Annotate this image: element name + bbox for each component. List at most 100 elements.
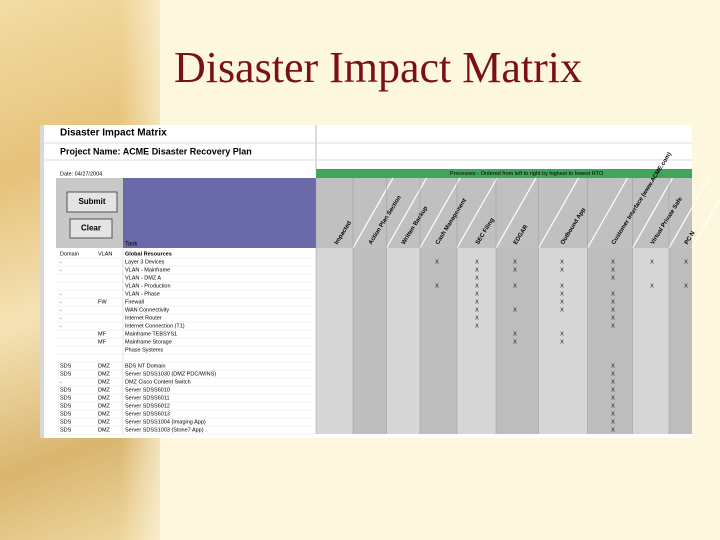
domain-cell: - — [60, 323, 62, 329]
vlan-cell: VLAN — [98, 251, 112, 257]
impact-mark: X — [611, 323, 615, 329]
task-cell: Layer 3 Devices — [125, 259, 165, 265]
task-cell: Server SDSS6013 — [125, 411, 170, 417]
clear-button-frame[interactable] — [69, 218, 113, 239]
sheet-title: Disaster Impact Matrix — [60, 128, 167, 139]
domain-cell: - — [60, 379, 62, 385]
impact-mark: X — [611, 427, 615, 433]
vlan-cell: FW — [98, 299, 107, 305]
column-shade — [669, 248, 692, 434]
column-shade — [353, 248, 387, 434]
task-cell: Server SDSS6011 — [125, 395, 170, 401]
impact-mark: X — [611, 363, 615, 369]
column-shade — [420, 248, 457, 434]
task-header-fill — [123, 178, 316, 248]
domain-cell: - — [60, 307, 62, 313]
task-cell: Server SDSS1004 (Imaging App) — [125, 419, 206, 425]
impact-mark: X — [475, 291, 479, 297]
impact-mark: X — [684, 259, 688, 265]
impact-mark: X — [475, 275, 479, 281]
header-slant — [691, 197, 720, 249]
project-name: Project Name: ACME Disaster Recovery Pla… — [60, 146, 252, 156]
header-slant — [419, 177, 461, 249]
task-cell: Server SDSS6012 — [125, 403, 170, 409]
column-shade — [496, 248, 539, 434]
impact-mark: X — [611, 395, 615, 401]
header-slant — [495, 177, 537, 249]
task-cell: Phase Systems — [125, 347, 163, 353]
slide-title: Disaster Impact Matrix — [173, 43, 583, 92]
task-cell: VLAN - Phase — [125, 291, 160, 297]
domain-cell: SDS — [60, 403, 72, 409]
domain-cell: SDS — [60, 427, 72, 433]
clear-button[interactable]: Clear — [69, 218, 113, 239]
task-cell: VLAN - DMZ A — [125, 275, 161, 281]
task-cell: Mainframe TEBSYS1 — [125, 331, 177, 337]
task-cell: Firewall — [125, 299, 144, 305]
task-cell: Global Resources — [125, 251, 172, 257]
processes-banner — [316, 169, 692, 178]
impact-mark: X — [611, 299, 615, 305]
task-cell: Internet Router — [125, 315, 162, 321]
vlan-cell: DMZ — [98, 363, 111, 369]
task-cell: DMZ Cisco Content Switch — [125, 379, 191, 385]
impact-mark: X — [475, 299, 479, 305]
impact-mark: X — [560, 283, 564, 289]
impact-mark: X — [611, 291, 615, 297]
vlan-cell: DMZ — [98, 427, 111, 433]
impact-mark: X — [475, 283, 479, 289]
header-slant — [668, 177, 710, 249]
impact-mark: X — [560, 267, 564, 273]
impact-mark: X — [611, 259, 615, 265]
header-slant — [586, 177, 629, 249]
column-shade — [587, 248, 633, 434]
impact-mark: X — [475, 307, 479, 313]
vlan-cell: MF — [98, 339, 107, 345]
impact-mark: X — [684, 283, 688, 289]
domain-cell: SDS — [60, 363, 72, 369]
task-header: Task — [125, 242, 138, 248]
impact-mark: X — [560, 299, 564, 305]
vlan-cell: MF — [98, 331, 107, 337]
task-cell: Server SDSS6010 — [125, 387, 170, 393]
column-shade — [457, 248, 496, 434]
impact-mark: X — [611, 307, 615, 313]
impact-mark: X — [513, 307, 517, 313]
task-cell: VLAN - Mainframe — [125, 267, 170, 273]
header-slant — [631, 177, 674, 249]
impact-mark: X — [560, 259, 564, 265]
submit-button-frame[interactable] — [66, 191, 118, 213]
domain-cell: SDS — [60, 411, 72, 417]
task-cell: Internet Connection (T1) — [125, 323, 185, 329]
impact-mark: X — [560, 339, 564, 345]
domain-cell: SDS — [60, 419, 72, 425]
impact-mark: X — [513, 331, 517, 337]
process-header-fill — [316, 178, 692, 248]
impact-mark: X — [611, 403, 615, 409]
processes-banner-text: Processes - Ordered from left to right b… — [450, 171, 604, 177]
vlan-cell: DMZ — [98, 419, 111, 425]
impact-mark: X — [611, 275, 615, 281]
impact-mark: X — [611, 419, 615, 425]
vlan-cell: DMZ — [98, 411, 111, 417]
impact-mark: X — [650, 259, 654, 265]
impact-mark: X — [611, 379, 615, 385]
impact-mark: X — [611, 371, 615, 377]
vlan-cell: DMZ — [98, 379, 111, 385]
impact-mark: X — [560, 331, 564, 337]
impact-mark: X — [513, 283, 517, 289]
domain-cell: Domain — [60, 251, 79, 257]
task-cell: Server SDSS1030 (DMZ PDC/WINS) — [125, 371, 216, 377]
vlan-cell: DMZ — [98, 395, 111, 401]
sheet-edge — [40, 125, 44, 438]
column-shade — [632, 248, 669, 434]
submit-button[interactable]: Submit — [66, 191, 118, 213]
domain-cell: - — [60, 259, 62, 265]
submit-button-label[interactable]: Submit — [78, 197, 105, 206]
clear-button-label[interactable]: Clear — [81, 224, 101, 233]
impact-mark: X — [611, 387, 615, 393]
domain-cell: - — [60, 291, 62, 297]
task-cell: WAN Connectivity — [125, 307, 169, 313]
vlan-cell: DMZ — [98, 387, 111, 393]
